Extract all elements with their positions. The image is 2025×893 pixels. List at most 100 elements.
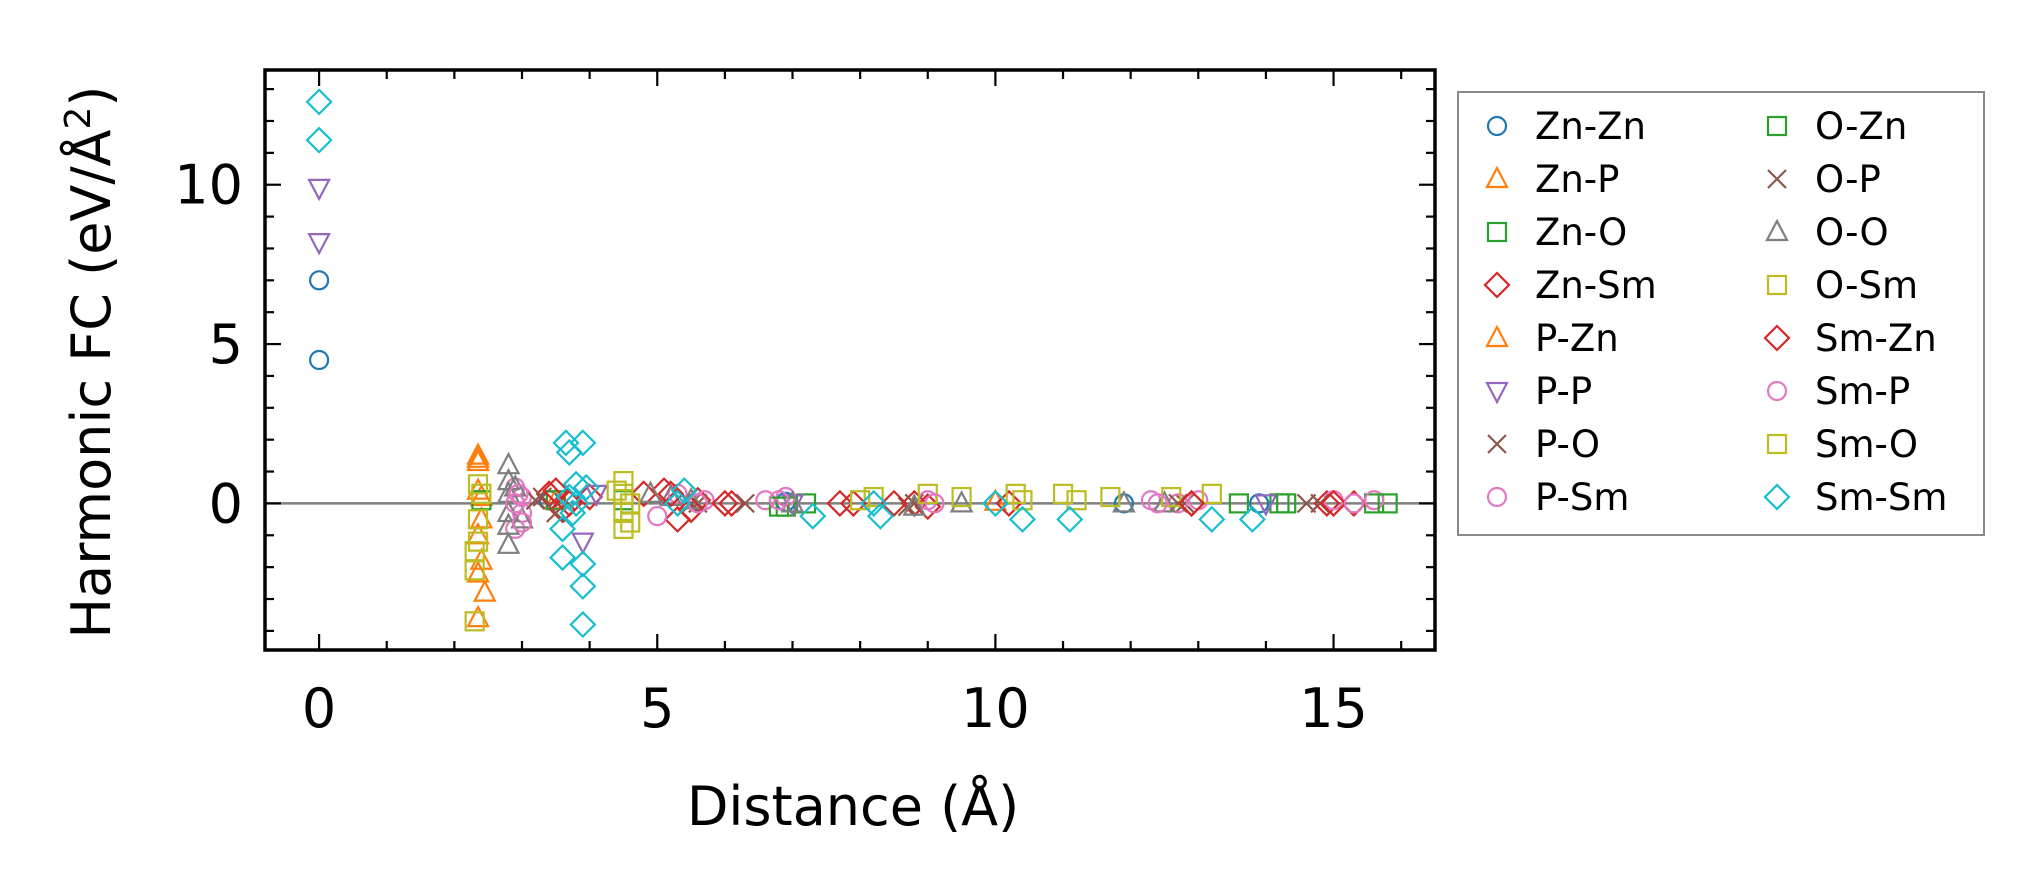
data-point-o-sm-12: [1052, 483, 1074, 504]
data-point-sm-p-6: [1147, 493, 1168, 514]
data-point-sm-zn-6: [880, 489, 908, 517]
plot-area: [265, 88, 1435, 639]
data-point-sm-o-8: [1066, 490, 1087, 511]
data-point-sm-zn-5: [839, 489, 867, 517]
data-point-sm-o-6: [850, 490, 871, 511]
x-tick-label: 15: [1299, 677, 1368, 740]
data-point-o-o-7: [510, 505, 534, 529]
data-point-sm-sm-15: [670, 477, 698, 505]
data-point-p-o-0: [532, 487, 553, 507]
data-point-o-zn-2: [768, 496, 790, 517]
legend-item-o-sm: O-Sm: [1766, 264, 1918, 307]
data-point-sm-zn-8: [1319, 489, 1348, 517]
data-point-sm-sm-11: [569, 572, 597, 600]
data-point-o-sm-11: [1005, 483, 1026, 504]
series-sm-sm: [305, 88, 1266, 639]
legend-label-o-o: O-O: [1815, 211, 1889, 254]
series-sm-zn: [542, 477, 1348, 524]
data-point-sm-sm-24: [981, 489, 1009, 517]
legend-marker-zn-sm: [1483, 271, 1511, 299]
data-point-sm-zn-4: [711, 489, 739, 517]
x-tick-label: 0: [302, 677, 336, 740]
data-point-o-o-8: [638, 480, 663, 503]
data-point-sm-sm-21: [1056, 505, 1084, 533]
data-point-sm-sm-1: [305, 126, 333, 154]
data-point-sm-zn-7: [1177, 489, 1206, 517]
legend-marker-p-zn: [1485, 324, 1509, 348]
legend-label-o-zn: O-Zn: [1815, 105, 1907, 148]
data-point-p-p-2: [571, 532, 595, 556]
data-point-sm-sm-22: [1198, 505, 1226, 533]
data-point-sm-sm-5: [562, 470, 590, 498]
legend-label-p-zn: P-Zn: [1535, 317, 1619, 360]
legend-label-p-p: P-P: [1535, 370, 1592, 413]
y-axis-label: Harmonic FC (eV/Å2): [58, 86, 123, 639]
legend-item-sm-o: Sm-O: [1766, 423, 1918, 466]
data-point-sm-p-4: [768, 490, 790, 511]
data-point-sm-sm-20: [1008, 505, 1037, 533]
legend-label-o-sm: O-Sm: [1815, 264, 1918, 307]
data-point-sm-sm-13: [562, 489, 590, 517]
data-point-p-sm-11: [1167, 493, 1189, 514]
data-point-sm-sm-0: [305, 88, 333, 116]
legend-label-sm-sm: Sm-Sm: [1815, 476, 1947, 519]
legend-label-sm-o: Sm-O: [1815, 423, 1918, 466]
legend-marker-sm-p: [1766, 380, 1788, 402]
data-point-sm-sm-19: [866, 502, 894, 530]
legend: Zn-Zn Zn-P Zn-O Zn-Sm P-Zn P-P P-O P-Sm O-Zn O-P O…: [1457, 91, 1985, 536]
data-point-sm-p-5: [924, 493, 945, 514]
legend-label-p-o: P-O: [1535, 423, 1600, 466]
x-axis-label: Distance (Å): [687, 774, 1019, 838]
legend-label-zn-p: Zn-P: [1535, 158, 1619, 201]
data-point-o-sm-8: [863, 486, 884, 508]
data-point-p-zn-2: [472, 579, 497, 602]
legend-marker-o-o: [1765, 218, 1789, 242]
legend-item-o-o: O-O: [1765, 211, 1889, 254]
data-point-sm-p-7: [1343, 493, 1364, 514]
legend-label-sm-zn: Sm-Zn: [1815, 317, 1937, 360]
legend-label-zn-o: Zn-O: [1535, 211, 1627, 254]
data-point-zn-o-3: [1228, 493, 1249, 514]
data-point-o-sm-13: [1100, 486, 1121, 508]
plot-frame: [263, 68, 1437, 652]
data-point-sm-zn-0: [542, 477, 570, 505]
legend-item-o-p: O-P: [1767, 158, 1881, 201]
data-point-o-sm-3: [464, 611, 485, 632]
data-point-p-zn-0: [466, 445, 490, 468]
data-point-o-zn-4: [1377, 493, 1398, 514]
data-point-p-sm-7: [755, 490, 776, 511]
data-point-o-sm-15: [1201, 483, 1222, 504]
data-point-p-o-3: [735, 493, 755, 514]
y-tick-label: 0: [209, 472, 243, 535]
legend-marker-sm-sm: [1763, 483, 1791, 511]
data-point-sm-sm-14: [572, 473, 600, 502]
data-point-sm-zn-3: [677, 496, 705, 524]
data-point-sm-sm-10: [569, 550, 597, 578]
data-point-zn-p-0: [466, 442, 490, 465]
data-point-zn-sm-11: [995, 489, 1023, 517]
data-point-o-sm-2: [464, 560, 485, 581]
data-point-zn-sm-2: [576, 483, 604, 511]
data-point-o-zn-3: [1276, 493, 1297, 514]
data-point-sm-o-2: [467, 531, 489, 552]
legend-marker-zn-p: [1485, 165, 1509, 189]
data-point-o-o-15: [1152, 490, 1177, 513]
legend-marker-o-zn: [1766, 115, 1788, 137]
series-sm-p: [505, 483, 1364, 533]
data-point-sm-sm-23: [1238, 505, 1266, 533]
legend-item-zn-p: Zn-P: [1485, 158, 1619, 201]
legend-marker-p-sm: [1486, 486, 1508, 508]
data-point-p-sm-4: [647, 506, 668, 527]
data-point-zn-p-1: [466, 448, 490, 472]
data-point-sm-zn-2: [657, 480, 685, 508]
data-point-sm-sm-16: [663, 489, 692, 517]
data-point-o-p-0: [525, 490, 546, 510]
legend-marker-p-o: [1487, 434, 1507, 454]
data-point-sm-sm-12: [569, 610, 597, 639]
x-tick-label: 5: [640, 677, 674, 740]
data-point-sm-o-3: [606, 480, 627, 501]
legend-item-zn-zn: Zn-Zn: [1486, 105, 1646, 148]
data-point-o-sm-10: [951, 486, 972, 508]
y-axis-label-close: ): [60, 86, 123, 107]
